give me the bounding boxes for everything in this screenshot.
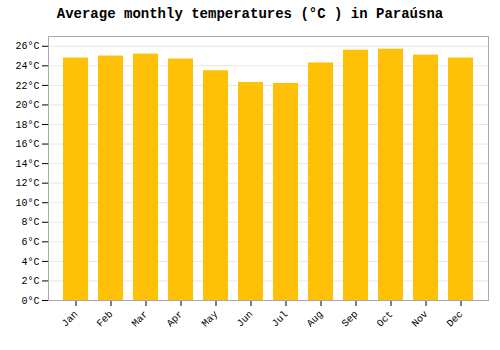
- svg-text:6°C: 6°C: [21, 237, 39, 248]
- svg-text:Oct: Oct: [375, 309, 396, 330]
- svg-text:Mar: Mar: [130, 309, 151, 330]
- svg-text:22°C: 22°C: [15, 81, 39, 92]
- svg-text:Dec: Dec: [445, 309, 466, 330]
- svg-text:12°C: 12°C: [15, 178, 39, 189]
- svg-text:0°C: 0°C: [21, 296, 39, 307]
- svg-text:May: May: [200, 309, 221, 330]
- svg-text:14°C: 14°C: [15, 159, 39, 170]
- svg-text:18°C: 18°C: [15, 120, 39, 131]
- svg-text:20°C: 20°C: [15, 100, 39, 111]
- svg-text:Jan: Jan: [60, 309, 81, 330]
- svg-text:26°C: 26°C: [15, 41, 39, 52]
- svg-text:Jul: Jul: [270, 309, 291, 330]
- svg-text:Aug: Aug: [305, 309, 326, 330]
- svg-text:16°C: 16°C: [15, 139, 39, 150]
- svg-text:4°C: 4°C: [21, 257, 39, 268]
- svg-text:2°C: 2°C: [21, 276, 39, 287]
- svg-text:Sep: Sep: [340, 309, 361, 330]
- svg-text:Nov: Nov: [410, 309, 431, 330]
- html-text:Average monthly temperatures (: Average monthly temperatures (°C ) in Pa…: [56, 6, 444, 22]
- svg-text:8°C: 8°C: [21, 217, 39, 228]
- svg-text:10°C: 10°C: [15, 198, 39, 209]
- svg-text:Feb: Feb: [95, 309, 116, 330]
- svg-text:Jun: Jun: [235, 309, 256, 330]
- svg-text:24°C: 24°C: [15, 61, 39, 72]
- svg-text:Apr: Apr: [165, 309, 186, 330]
